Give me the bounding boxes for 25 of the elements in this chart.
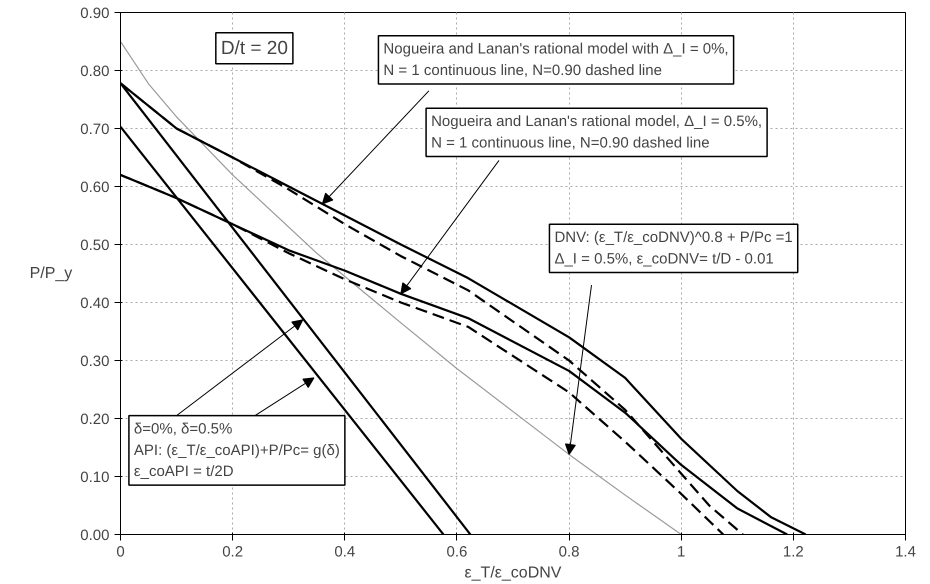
y-tick-label: 0.70 bbox=[80, 121, 110, 138]
x-tick-label: 1.2 bbox=[782, 544, 804, 560]
y-tick-label: 0.90 bbox=[80, 5, 110, 22]
x-tick-label: 0.6 bbox=[446, 544, 468, 560]
y-tick-label: 0.40 bbox=[80, 295, 110, 312]
annotation: δ=0%, δ=0.5% API: (ε_T/ε_coAPI)+P/Pc= g(δ) ε_coAPI = t/2D bbox=[134, 420, 340, 480]
y-tick-label: 0.80 bbox=[80, 63, 110, 80]
x-tick-label: 0.4 bbox=[334, 544, 356, 560]
annotation: Nogueira and Lanan's rational model, Δ_I = 0.5%, N = 1 continuous line, N=0.90 dashed line bbox=[431, 113, 762, 152]
x-tick-label: 0.8 bbox=[558, 544, 580, 560]
x-tick-label: 0 bbox=[116, 544, 125, 560]
y-tick-label: 0.30 bbox=[80, 353, 110, 370]
x-axis-title: ε_T/ε_coDNV bbox=[464, 564, 562, 582]
y-tick-label: 0.50 bbox=[80, 237, 110, 254]
x-tick-label: 0.2 bbox=[222, 544, 244, 560]
x-tick-label: 1 bbox=[677, 544, 686, 560]
annotation: DNV: (ε_T/ε_coDNV)^0.8 + P/Pc =1 Δ_I = 0.5%, ε_coDNV= t/D - 0.01 bbox=[554, 229, 793, 268]
y-tick-label: 0.00 bbox=[80, 527, 110, 544]
x-tick-label: 1.4 bbox=[895, 544, 916, 560]
y-tick-label: 0.20 bbox=[80, 411, 110, 428]
annotation: Nogueira and Lanan's rational model with Δ_I = 0%, N = 1 continuous line, N=0.90 dashed line bbox=[383, 40, 729, 79]
y-tick-label: 0.60 bbox=[80, 179, 110, 196]
y-axis-title: P/P_y bbox=[30, 265, 72, 282]
y-tick-label: 0.10 bbox=[80, 469, 110, 486]
annotation: D/t = 20 bbox=[220, 38, 288, 59]
